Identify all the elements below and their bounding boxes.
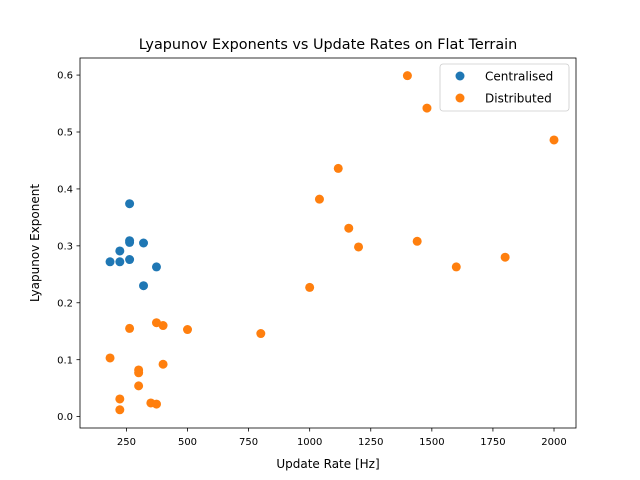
point-centralised	[125, 237, 135, 247]
point-centralised	[105, 257, 115, 267]
point-distributed	[344, 223, 354, 233]
point-centralised	[125, 199, 135, 209]
point-distributed	[183, 325, 193, 335]
data-points	[105, 71, 559, 415]
y-tick-label: 0.3	[57, 241, 73, 252]
x-axis: 250 500 750 1000 1250 1500 1750 2000	[117, 428, 567, 448]
point-distributed	[500, 252, 510, 262]
point-centralised	[151, 262, 161, 272]
y-tick-label: 0.4	[57, 185, 73, 196]
point-distributed	[151, 399, 161, 409]
point-centralised	[115, 246, 125, 256]
y-tick-label: 0.1	[57, 355, 73, 366]
y-tick-label: 0.5	[57, 128, 73, 139]
point-distributed	[115, 405, 125, 415]
legend: Centralised Distributed	[439, 63, 570, 112]
legend-label-distributed: Distributed	[485, 92, 552, 106]
point-distributed	[256, 329, 266, 339]
y-axis: 0.0 0.1 0.2 0.3 0.4 0.5 0.6	[57, 71, 80, 423]
point-distributed	[134, 368, 144, 378]
point-distributed	[402, 71, 412, 81]
x-tick-label: 750	[239, 437, 258, 448]
point-distributed	[115, 394, 125, 404]
y-tick-label: 0.0	[57, 412, 73, 423]
point-distributed	[412, 236, 422, 246]
point-centralised	[115, 257, 125, 267]
point-centralised	[139, 281, 149, 291]
point-centralised	[125, 255, 135, 265]
legend-box	[439, 63, 570, 112]
point-distributed	[333, 163, 343, 173]
point-distributed	[451, 262, 461, 272]
x-axis-label: Update Rate [Hz]	[276, 457, 379, 471]
point-centralised	[139, 238, 149, 248]
x-tick-label: 2000	[541, 437, 566, 448]
legend-marker-distributed	[455, 93, 465, 103]
point-distributed	[134, 381, 144, 391]
legend-label-centralised: Centralised	[485, 70, 553, 84]
legend-marker-centralised	[455, 71, 465, 81]
y-tick-label: 0.2	[57, 298, 73, 309]
x-tick-label: 1250	[358, 437, 383, 448]
point-distributed	[158, 321, 168, 331]
point-distributed	[354, 242, 364, 252]
y-axis-label: Lyapunov Exponent	[28, 184, 42, 302]
chart-title: Lyapunov Exponents vs Update Rates on Fl…	[139, 37, 518, 53]
y-tick-label: 0.6	[57, 71, 73, 82]
x-tick-label: 1000	[297, 437, 322, 448]
point-distributed	[125, 323, 135, 333]
point-distributed	[158, 359, 168, 369]
point-distributed	[314, 194, 324, 204]
point-distributed	[549, 135, 559, 145]
x-tick-label: 500	[178, 437, 197, 448]
point-distributed	[422, 103, 432, 113]
x-tick-label: 250	[117, 437, 136, 448]
point-distributed	[105, 353, 115, 363]
point-distributed	[305, 282, 315, 292]
x-tick-label: 1750	[480, 437, 505, 448]
axes-frame	[79, 57, 577, 429]
x-tick-label: 1500	[419, 437, 444, 448]
